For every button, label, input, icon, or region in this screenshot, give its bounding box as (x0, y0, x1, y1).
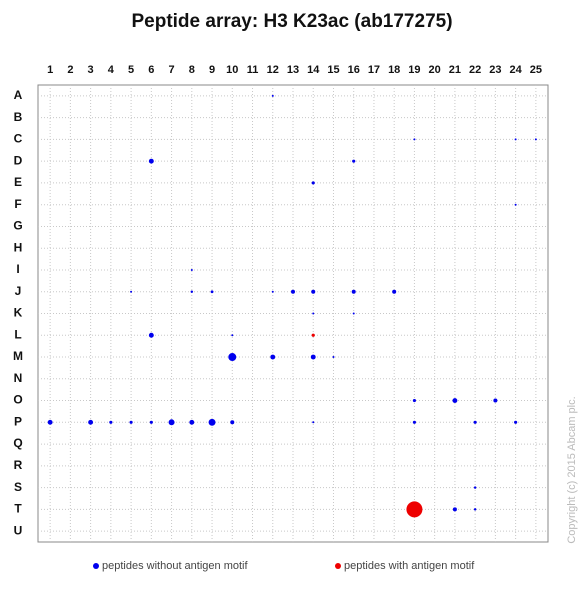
bubble (392, 289, 397, 294)
bubble (311, 181, 315, 185)
x-tick-label: 20 (429, 64, 441, 76)
bubble (514, 138, 517, 141)
bubble (228, 353, 237, 362)
x-tick-label: 12 (267, 64, 279, 76)
bubble (473, 508, 477, 511)
bubble (351, 289, 356, 294)
bubble (534, 138, 537, 141)
bubble (189, 419, 195, 425)
bubble (311, 333, 315, 337)
x-tick-label: 22 (469, 64, 481, 76)
y-tick-label: D (14, 153, 23, 167)
y-tick-label: J (15, 284, 22, 298)
y-tick-label: B (14, 110, 23, 124)
legend-label: peptides without antigen motif (102, 560, 248, 572)
x-tick-label: 10 (226, 64, 238, 76)
y-tick-label: L (14, 327, 21, 341)
copyright: Copyright (c) 2015 Abcam plc. (566, 396, 578, 543)
bubble (230, 420, 235, 425)
x-tick-label: 11 (247, 64, 259, 76)
y-tick-label: A (14, 88, 23, 102)
x-tick-label: 23 (489, 64, 501, 76)
y-tick-label: U (14, 523, 23, 537)
legend-marker (93, 563, 99, 569)
y-tick-label: F (14, 197, 21, 211)
bubble (148, 158, 154, 164)
bubble (109, 420, 113, 424)
bubble (514, 420, 518, 424)
bubble (473, 420, 477, 424)
bubble (413, 138, 416, 141)
y-tick-label: R (14, 458, 23, 472)
x-tick-label: 3 (88, 64, 94, 76)
bubble (352, 312, 355, 315)
x-tick-label: 8 (189, 64, 195, 76)
x-tick-label: 6 (148, 64, 154, 76)
x-tick-label: 15 (327, 64, 339, 76)
bubble (291, 289, 295, 294)
x-tick-label: 1 (47, 64, 53, 76)
bubble (452, 507, 457, 512)
x-tick-label: 14 (307, 64, 320, 76)
bubble (130, 290, 133, 293)
bubble (310, 354, 316, 360)
x-tick-label: 9 (209, 64, 215, 76)
y-tick-label: M (13, 349, 23, 363)
bubble (271, 94, 274, 97)
y-tick-label: Q (13, 436, 22, 450)
bubble (190, 290, 194, 293)
y-tick-label: E (14, 175, 22, 189)
bubble (493, 398, 498, 403)
x-tick-label: 13 (287, 64, 299, 76)
bubble (129, 420, 133, 424)
y-tick-label: K (14, 306, 23, 320)
bubble (473, 486, 477, 489)
y-tick-label: G (13, 219, 22, 233)
x-tick-label: 21 (449, 64, 461, 76)
bubble (168, 419, 175, 426)
bubble (312, 421, 315, 424)
y-tick-label: C (14, 132, 23, 146)
y-tick-label: N (14, 371, 23, 385)
x-tick-label: 18 (388, 64, 400, 76)
y-tick-label: P (14, 414, 22, 428)
bubble (352, 159, 356, 163)
bubble (149, 420, 153, 424)
bubble (231, 334, 234, 337)
bubble (311, 289, 316, 294)
bubble (47, 419, 53, 425)
bubble (312, 312, 315, 315)
x-tick-label: 16 (348, 64, 360, 76)
bubble (412, 398, 417, 403)
bubble (406, 501, 423, 518)
y-tick-label: O (13, 393, 22, 407)
y-tick-label: I (16, 262, 19, 276)
x-tick-label: 2 (67, 64, 73, 76)
bubble (210, 290, 214, 294)
bubble (208, 418, 216, 426)
x-tick-label: 19 (408, 64, 420, 76)
y-tick-label: H (14, 240, 23, 254)
bubble (412, 420, 417, 424)
legend-label: peptides with antigen motif (344, 560, 475, 572)
bubble (514, 203, 517, 206)
x-tick-label: 4 (108, 64, 115, 76)
y-tick-label: S (14, 480, 22, 494)
x-tick-label: 5 (128, 64, 134, 76)
bubble (332, 356, 335, 359)
x-tick-label: 7 (169, 64, 175, 76)
x-tick-label: 17 (368, 64, 380, 76)
chart-title: Peptide array: H3 K23ac (ab177275) (131, 11, 452, 32)
x-tick-label: 25 (530, 64, 542, 76)
y-tick-label: T (14, 502, 22, 516)
legend-marker (335, 563, 341, 569)
bubble (270, 354, 276, 360)
bubble (148, 332, 154, 338)
bubble (190, 268, 193, 271)
bubble (271, 290, 274, 293)
bubble (452, 398, 458, 403)
x-tick-label: 24 (509, 64, 522, 76)
bubble (88, 419, 94, 425)
